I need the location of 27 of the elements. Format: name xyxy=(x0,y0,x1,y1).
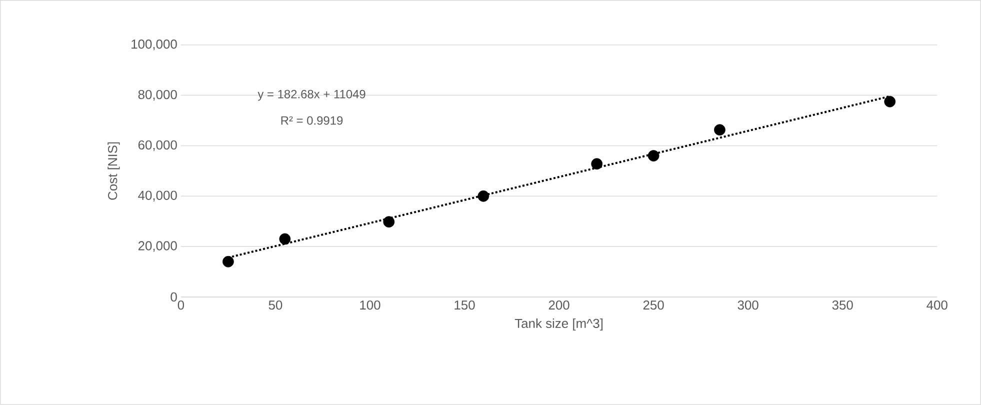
y-tick-label: 80,000 xyxy=(138,90,177,101)
point xyxy=(648,150,660,162)
x-tick-label: 50 xyxy=(268,300,282,310)
x-axis-title: Tank size [m^3] xyxy=(514,318,603,331)
y-tick-label: 100,000 xyxy=(132,40,177,50)
x-tick-label: 350 xyxy=(832,300,853,310)
point xyxy=(884,96,896,108)
y-tick-label: 20,000 xyxy=(138,241,177,252)
x-tick-label: 150 xyxy=(454,300,475,310)
point xyxy=(591,158,603,170)
x-tick-label: 200 xyxy=(548,300,570,310)
x-tick-label: 400 xyxy=(926,300,948,310)
annotation: R² = 0.9919 xyxy=(281,116,343,125)
y-axis-title: Cost [NIS] xyxy=(108,142,120,200)
y-tick-label: 0 xyxy=(170,292,177,302)
point xyxy=(714,124,726,136)
y-tick-label: 60,000 xyxy=(138,140,177,152)
point xyxy=(222,256,234,268)
x-tick-label: 300 xyxy=(738,300,758,310)
x-tick-label: 100 xyxy=(360,300,380,310)
x-tick-label: 250 xyxy=(643,300,664,310)
point xyxy=(478,190,490,202)
annotation: y = 182.68x + 11049 xyxy=(258,90,366,101)
x-tick-label: 0 xyxy=(178,300,184,310)
point xyxy=(383,216,395,228)
y-tick-label: 40,000 xyxy=(138,190,177,202)
point xyxy=(279,233,291,245)
